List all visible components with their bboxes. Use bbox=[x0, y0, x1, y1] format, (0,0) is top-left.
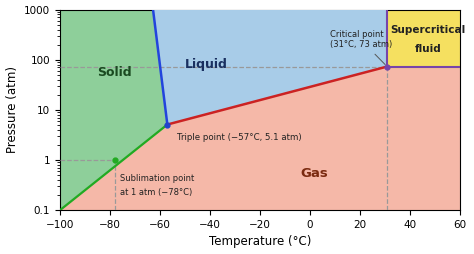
X-axis label: Temperature (°C): Temperature (°C) bbox=[209, 235, 311, 248]
Text: at 1 atm (−78°C): at 1 atm (−78°C) bbox=[120, 188, 192, 198]
Text: Triple point (−57°C, 5.1 atm): Triple point (−57°C, 5.1 atm) bbox=[177, 133, 302, 142]
Polygon shape bbox=[60, 10, 167, 210]
Polygon shape bbox=[153, 10, 387, 124]
Text: Sublimation point: Sublimation point bbox=[120, 174, 194, 183]
Y-axis label: Pressure (atm): Pressure (atm) bbox=[6, 66, 18, 153]
Text: Solid: Solid bbox=[98, 66, 132, 79]
Text: Gas: Gas bbox=[301, 167, 328, 180]
Text: Critical point
(31°C, 73 atm): Critical point (31°C, 73 atm) bbox=[329, 30, 392, 65]
Text: fluid: fluid bbox=[415, 44, 442, 54]
Text: Liquid: Liquid bbox=[185, 58, 228, 71]
Text: Supercritical: Supercritical bbox=[391, 25, 466, 35]
